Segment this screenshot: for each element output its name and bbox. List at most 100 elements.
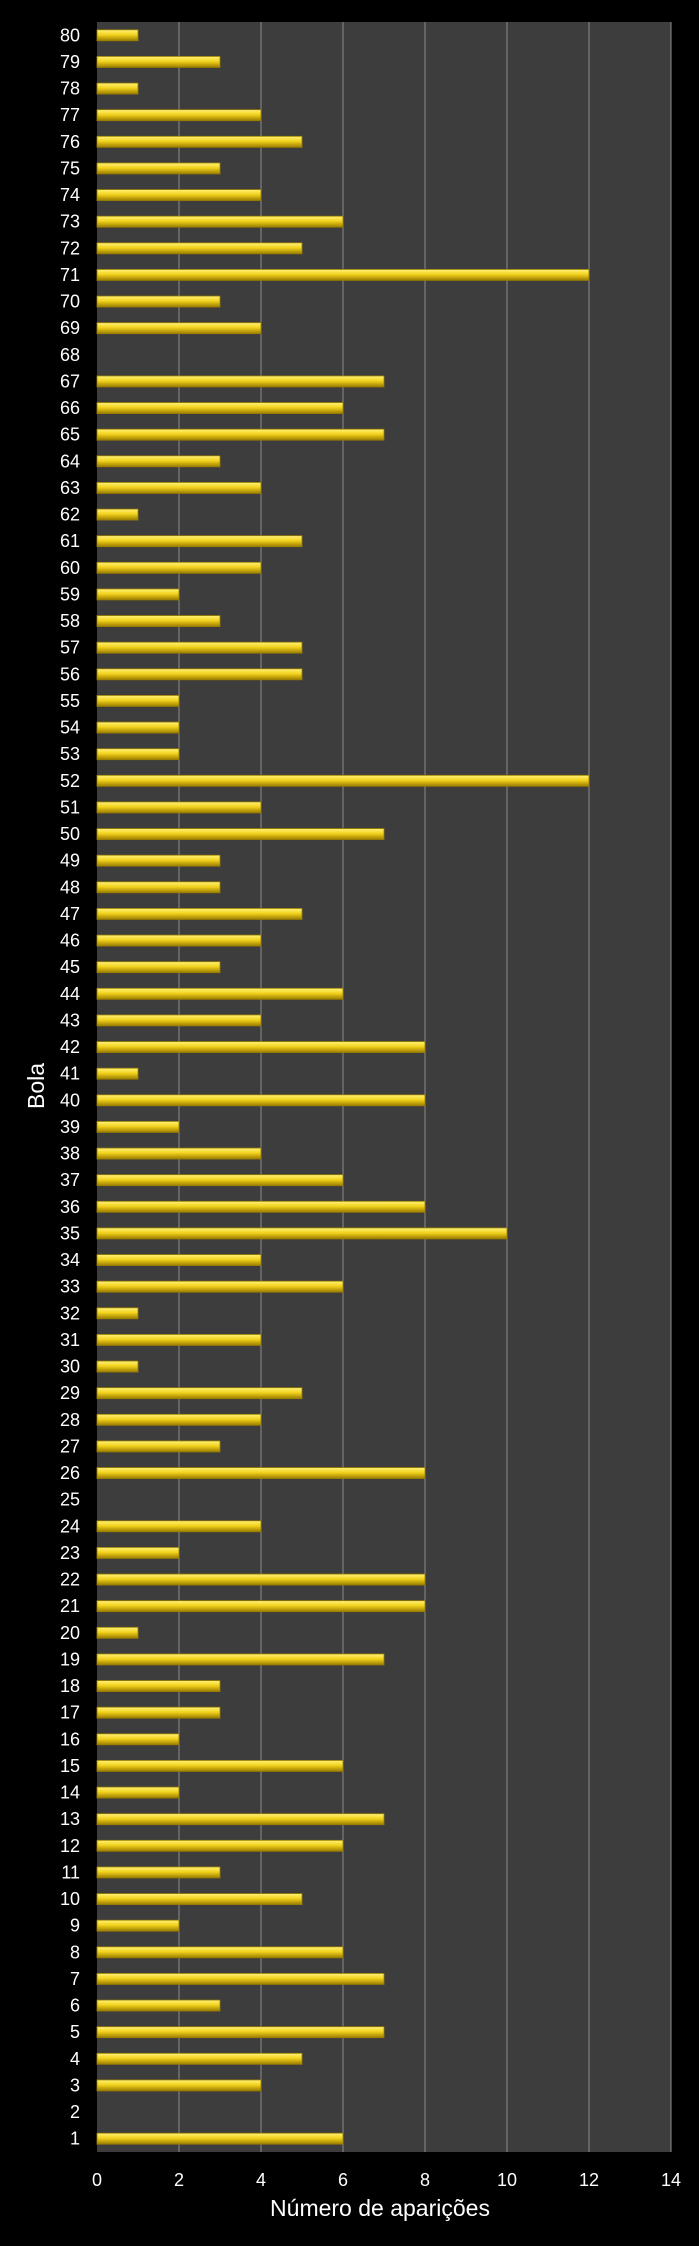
y-tick-label: 69 (60, 318, 80, 338)
y-tick-label: 34 (60, 1250, 80, 1270)
y-tick-labels: 1234567891011121314151617181920212223242… (60, 25, 80, 2148)
bar-63 (96, 482, 262, 494)
y-tick-label: 70 (60, 292, 80, 312)
bar-3 (96, 2079, 262, 2092)
y-tick-label: 3 (70, 2075, 80, 2095)
bar-51 (96, 801, 262, 814)
bar-56 (96, 668, 303, 681)
y-tick-label: 11 (61, 1862, 80, 1882)
bar-80 (96, 29, 139, 42)
y-tick-label: 45 (60, 957, 80, 977)
x-tick-label: 8 (420, 2170, 430, 2190)
y-tick-label: 60 (60, 558, 80, 578)
y-tick-label: 64 (60, 451, 80, 471)
y-tick-label: 30 (60, 1357, 80, 1377)
bar-55 (96, 695, 180, 707)
y-tick-label: 41 (60, 1064, 80, 1084)
y-tick-label: 75 (60, 158, 80, 178)
bar-61 (96, 535, 303, 548)
y-tick-label: 21 (60, 1596, 80, 1616)
y-tick-label: 66 (60, 398, 80, 418)
bar-77 (96, 109, 262, 122)
y-tick-label: 1 (70, 2129, 80, 2149)
y-tick-label: 73 (60, 212, 80, 232)
bar-69 (96, 322, 262, 335)
bar-29 (96, 1387, 303, 1400)
y-tick-label: 13 (60, 1809, 80, 1829)
y-tick-label: 51 (60, 797, 80, 817)
y-tick-label: 19 (60, 1649, 80, 1669)
bar-78 (96, 82, 139, 95)
bar-75 (96, 162, 221, 175)
x-tick-labels: 0 2 4 6 8 10 12 14 (92, 2170, 681, 2190)
bar-60 (96, 561, 262, 574)
bar-44 (96, 987, 344, 1000)
bar-4 (96, 2052, 303, 2065)
y-tick-label: 2 (70, 2102, 80, 2122)
y-tick-label: 28 (60, 1410, 80, 1430)
bar-67 (96, 375, 385, 388)
bar-23 (96, 1547, 180, 1559)
bar-10 (96, 1893, 303, 1905)
y-tick-label: 42 (60, 1037, 80, 1057)
bar-32 (96, 1307, 139, 1320)
bar-1 (96, 2132, 344, 2145)
y-tick-label: 52 (60, 771, 80, 791)
y-tick-label: 72 (60, 238, 80, 258)
bar-7 (96, 1973, 385, 1985)
bar-57 (96, 641, 303, 654)
bar-28 (96, 1413, 262, 1426)
plot-area (97, 22, 671, 2152)
bar-40 (96, 1094, 426, 1107)
bar-19 (96, 1653, 385, 1666)
y-tick-label: 77 (60, 105, 80, 125)
bar-52 (96, 774, 590, 787)
bar-16 (96, 1733, 180, 1746)
y-tick-label: 47 (60, 904, 80, 924)
bar-59 (96, 588, 180, 601)
y-tick-label: 23 (60, 1543, 80, 1563)
y-tick-label: 80 (60, 25, 80, 45)
y-tick-label: 68 (60, 345, 80, 365)
bar-64 (96, 455, 221, 468)
y-tick-label: 59 (60, 584, 80, 604)
y-tick-label: 76 (60, 132, 80, 152)
bar-34 (96, 1254, 262, 1266)
y-tick-label: 15 (60, 1756, 80, 1776)
x-tick-label: 6 (338, 2170, 348, 2190)
y-tick-label: 16 (60, 1729, 80, 1749)
y-tick-label: 35 (60, 1223, 80, 1243)
x-tick-label: 4 (256, 2170, 266, 2190)
bar-5 (96, 2026, 385, 2039)
bar-8 (96, 1946, 344, 1959)
bar-43 (96, 1014, 262, 1027)
bar-41 (96, 1067, 139, 1080)
y-tick-label: 56 (60, 664, 80, 684)
bar-79 (96, 56, 221, 68)
bar-35 (96, 1227, 508, 1240)
y-tick-label: 39 (60, 1117, 80, 1137)
y-tick-label: 78 (60, 79, 80, 99)
y-tick-label: 20 (60, 1623, 80, 1643)
bar-14 (96, 1786, 180, 1799)
y-tick-label: 33 (60, 1277, 80, 1297)
x-tick-label: 14 (661, 2170, 681, 2190)
y-tick-label: 22 (60, 1570, 80, 1590)
y-tick-label: 71 (60, 265, 80, 285)
bar-66 (96, 402, 344, 414)
y-tick-label: 18 (60, 1676, 80, 1696)
bar-50 (96, 828, 385, 840)
bar-38 (96, 1147, 262, 1160)
bar-26 (96, 1467, 426, 1479)
y-tick-label: 62 (60, 505, 80, 525)
bar-22 (96, 1573, 426, 1586)
bar-11 (96, 1866, 221, 1879)
bar-17 (96, 1706, 221, 1719)
y-tick-label: 12 (60, 1836, 80, 1856)
y-tick-label: 50 (60, 824, 80, 844)
y-tick-label: 32 (60, 1303, 80, 1323)
y-axis-title: Bola (23, 1063, 49, 1109)
bar-49 (96, 854, 221, 867)
y-tick-label: 25 (60, 1490, 80, 1510)
